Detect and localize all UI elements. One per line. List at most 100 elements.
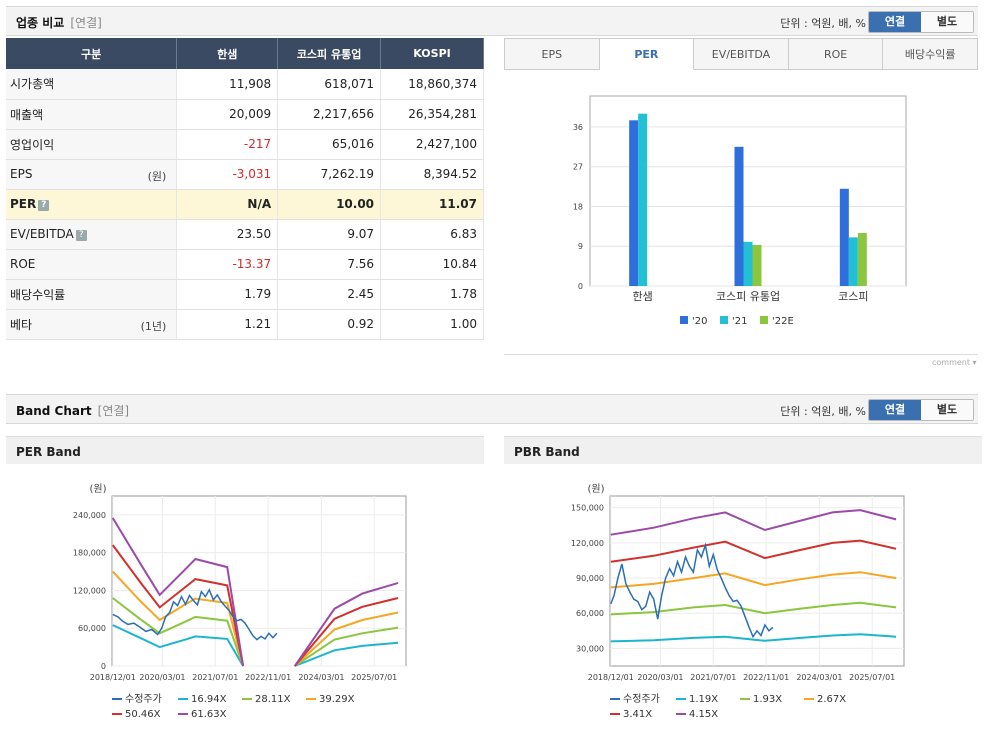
consolidated-button[interactable]: 연결 (869, 12, 921, 32)
x-tick-label: 2025/07/01 (849, 673, 895, 682)
price-line (112, 588, 278, 641)
consolidated-button[interactable]: 연결 (869, 400, 921, 420)
legend-label: '22E (772, 316, 794, 327)
comment-toggle[interactable]: comment ▾ (932, 358, 977, 367)
table-row: PER? N/A 10.00 11.07 (6, 189, 484, 220)
table-row: EPS (원) -3,031 7,262.19 8,394.52 (6, 159, 484, 190)
table-header-row: 구분 한샘 코스피 유통업 KOSPI (6, 38, 484, 69)
table-row: 매출액 20,009 2,217,656 26,354,281 (6, 99, 484, 130)
legend-label: 28.11X (255, 694, 291, 705)
band-line (294, 641, 399, 667)
table-cell: 1.21 (176, 309, 279, 340)
table-cell: 18,860,374 (380, 69, 484, 100)
y-tick-label: 36 (573, 123, 583, 132)
bar (743, 241, 753, 286)
table-cell: 2,217,656 (277, 99, 382, 130)
band-line (294, 597, 399, 667)
row-label: 매출액 (6, 99, 178, 130)
y-tick-label: 60,000 (78, 624, 106, 633)
band-line (294, 611, 399, 667)
table-row: ROE -13.37 7.56 10.84 (6, 249, 484, 280)
row-label-text: 베타 (10, 317, 33, 332)
tab-roe[interactable]: ROE (788, 39, 884, 70)
table-cell: 1.00 (380, 309, 484, 340)
bar (629, 120, 639, 286)
pbr-band-chart: (원) 30,000 60,000 90,000 120,000 150,000 2018/… (571, 483, 905, 720)
table-cell: 1.79 (176, 279, 279, 310)
tab-ev-ebitda[interactable]: EV/EBITDA (694, 39, 789, 70)
table-row: 베타 (1년) 1.21 0.92 1.00 (6, 309, 484, 340)
row-label: EPS (원) (6, 159, 178, 190)
table-cell: 65,016 (277, 129, 382, 160)
section-title: Band Chart [연결] (16, 404, 130, 418)
legend-label: '21 (732, 316, 747, 327)
x-tick-label: 2021/07/01 (690, 673, 736, 682)
band-line (112, 597, 245, 667)
table-cell: -13.37 (176, 249, 279, 280)
panel-title: PBR Band (514, 445, 580, 459)
table-cell: 23.50 (176, 219, 279, 250)
x-tick-label: 2018/12/01 (90, 673, 136, 682)
band-chart-header: Band Chart [연결] 단위 : 억원, 배, % 연결 별도 (6, 394, 978, 424)
pbr-band-header: PBR Band (504, 436, 982, 464)
consolidated-toggle: 연결 별도 (868, 399, 974, 421)
table-cell: 8,394.52 (380, 159, 484, 190)
y-tick-label: 9 (578, 242, 583, 251)
row-label: 배당수익률 (6, 279, 178, 310)
x-tick-label: 2020/03/01 (139, 673, 185, 682)
band-line (610, 571, 897, 589)
table-cell: 7,262.19 (277, 159, 382, 190)
plot-area (111, 495, 407, 667)
table-cell: 26,354,281 (380, 99, 484, 130)
legend-label: 1.93X (753, 694, 782, 705)
table-cell: 0.92 (277, 309, 382, 340)
x-tick-label: 2022/11/01 (245, 673, 291, 682)
band-line (111, 544, 245, 667)
x-tick-label: 2021/07/01 (192, 673, 238, 682)
row-label-text: 시가총액 (10, 77, 55, 92)
col-header: 코스피 유통업 (277, 38, 382, 69)
table-cell: 20,009 (176, 99, 279, 130)
row-label-text: PER (10, 197, 37, 211)
table-cell: 10.84 (380, 249, 484, 280)
x-tick-label: 2024/03/01 (298, 673, 344, 682)
band-line (610, 601, 897, 616)
legend-label: 16.94X (191, 694, 227, 705)
row-label: 영업이익 (6, 129, 178, 160)
table-cell: 1.78 (380, 279, 484, 310)
separate-button[interactable]: 별도 (921, 400, 973, 420)
table-cell: -217 (176, 129, 279, 160)
legend-label: 수정주가 (623, 693, 660, 705)
row-unit: (원) (147, 169, 167, 183)
help-icon[interactable]: ? (38, 200, 50, 211)
col-header: 구분 (6, 38, 178, 69)
y-tick-label: 0 (101, 662, 106, 671)
y-tick-label: 18 (573, 202, 583, 211)
tab-eps[interactable]: EPS (505, 39, 600, 70)
table-cell: 10.00 (277, 189, 382, 220)
row-label: 시가총액 (6, 69, 178, 100)
row-label-text: 매출액 (10, 107, 44, 122)
x-tick-label: 2018/12/01 (588, 673, 634, 682)
col-header: 한샘 (176, 38, 279, 69)
table-cell: 2,427,100 (380, 129, 484, 160)
legend-label: '20 (692, 316, 707, 327)
x-tick-label: 코스피 (838, 290, 868, 303)
row-label-text: ROE (10, 257, 36, 271)
help-icon[interactable]: ? (75, 230, 87, 241)
tab-배당수익률[interactable]: 배당수익률 (883, 39, 977, 70)
table-cell: 7.56 (277, 249, 382, 280)
y-tick-label: 90,000 (576, 574, 604, 583)
separate-button[interactable]: 별도 (921, 12, 973, 32)
row-label: 베타 (1년) (6, 309, 178, 340)
comparison-table: 구분 한샘 코스피 유통업 KOSPI 시가총액 11,908 618,071 18,… (6, 38, 484, 340)
tab-per[interactable]: PER (599, 39, 695, 70)
x-tick-label: 2022/11/01 (743, 673, 789, 682)
divider (504, 354, 978, 355)
bar (839, 188, 849, 286)
x-tick-label: 2024/03/01 (796, 673, 842, 682)
bar (752, 244, 762, 286)
legend-swatch (760, 316, 768, 324)
per-bar-chart: 0 9 18 27 36 한샘 코스피 유통업 코스피 '20 '21 '22E (573, 95, 907, 327)
plot-area (609, 495, 905, 667)
